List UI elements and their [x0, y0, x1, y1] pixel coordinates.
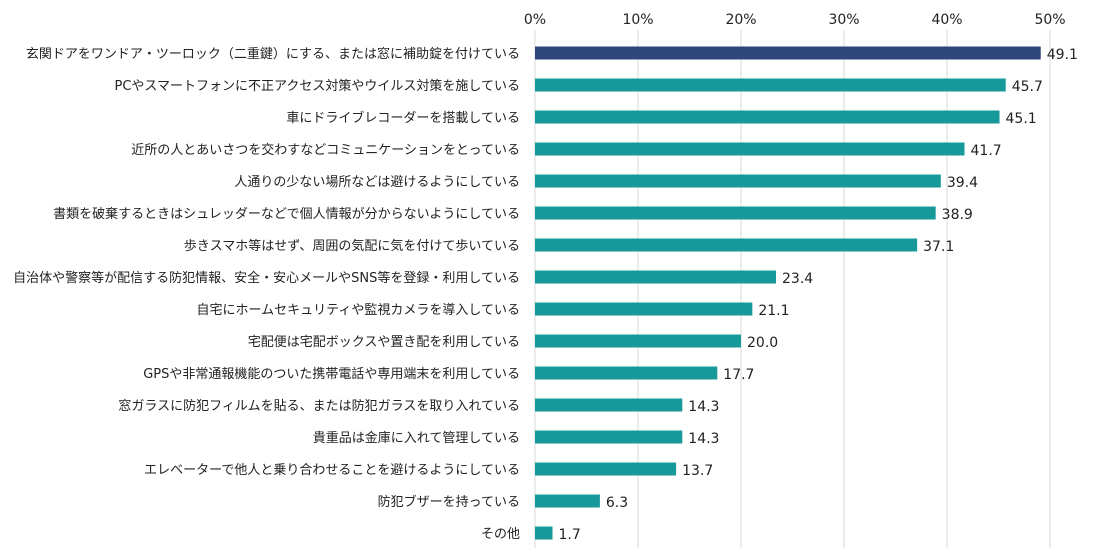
data-label: 1.7 — [559, 527, 581, 543]
bar — [535, 302, 753, 316]
bars — [535, 46, 1041, 540]
bar — [535, 270, 777, 284]
category-label: 自宅にホームセキュリティや監視カメラを導入している — [197, 302, 520, 318]
data-label: 17.7 — [723, 367, 754, 383]
x-tick-label: 30% — [828, 12, 859, 28]
data-label: 23.4 — [782, 271, 813, 287]
category-label: その他 — [481, 527, 520, 542]
category-label: 人通りの少ない場所などは避けるようにしている — [234, 175, 520, 190]
x-tick-label: 50% — [1034, 12, 1065, 28]
category-label: エレベーターで他人と乗り合わせることを避けるようにしている — [144, 463, 520, 478]
category-label: 防犯ブザーを持っている — [378, 494, 520, 510]
category-label: 窓ガラスに防犯フィルムを貼る、または防犯ガラスを取り入れている — [118, 398, 520, 414]
bar — [535, 366, 718, 380]
data-label: 6.3 — [606, 495, 628, 511]
bar — [535, 526, 553, 540]
data-label: 21.1 — [758, 303, 789, 319]
data-label: 14.3 — [688, 399, 719, 415]
bar — [535, 46, 1041, 60]
bar — [535, 334, 741, 348]
category-label: 近所の人とあいさつを交わすなどコミュニケーションをとっている — [131, 142, 520, 158]
bar — [535, 206, 936, 220]
data-label: 49.1 — [1047, 47, 1078, 63]
bar — [535, 174, 941, 188]
category-label: GPSや非常通報機能のついた携帯電話や専用端末を利用している — [143, 366, 520, 382]
data-label: 45.7 — [1012, 79, 1043, 95]
data-label: 13.7 — [682, 463, 713, 479]
category-label: 玄関ドアをワンドア・ツーロック（二重鍵）にする、または窓に補助錠を付けている — [26, 46, 520, 62]
x-tick-label: 20% — [725, 12, 756, 28]
data-label: 14.3 — [688, 431, 719, 447]
bar — [535, 142, 965, 156]
x-axis-ticks: 0% 10% 20% 30% 40% 50% — [524, 12, 1066, 28]
bar — [535, 238, 918, 252]
data-label: 37.1 — [923, 239, 954, 255]
category-label: 自治体や警察等が配信する防犯情報、安全・安心メールやSNS等を登録・利用している — [13, 270, 520, 286]
bar — [535, 398, 683, 412]
x-tick-label: 0% — [524, 12, 546, 28]
value-labels: 49.145.7 45.141.7 39.4 38.9 37.1 23.4 21.1 20.0… — [559, 47, 1078, 543]
category-labels: 玄関ドアをワンドア・ツーロック（二重鍵）にする、または窓に補助錠を付けている PC… — [13, 46, 520, 542]
bar — [535, 430, 683, 444]
bar — [535, 78, 1006, 92]
bar — [535, 494, 600, 508]
category-label: 書類を破棄するときはシュレッダーなどで個人情報が分からないようにしている — [53, 207, 520, 222]
data-label: 45.1 — [1006, 111, 1037, 127]
bar — [535, 462, 677, 476]
category-label: 車にドライブレコーダーを搭載している — [286, 110, 520, 126]
data-label: 38.9 — [942, 207, 973, 223]
data-label: 41.7 — [971, 143, 1002, 159]
category-label: PCやスマートフォンに不正アクセス対策やウイルス対策を施している — [115, 78, 521, 94]
data-label: 39.4 — [947, 175, 978, 191]
data-label: 20.0 — [747, 335, 778, 351]
category-label: 宅配便は宅配ボックスや置き配を利用している — [248, 335, 520, 350]
x-tick-label: 40% — [931, 12, 962, 28]
category-label: 貴重品は金庫に入れて管理している — [313, 430, 520, 446]
x-tick-label: 10% — [622, 12, 653, 28]
bar — [535, 110, 1000, 124]
category-label: 歩きスマホ等はせず、周囲の気配に気を付けて歩いている — [184, 238, 520, 254]
